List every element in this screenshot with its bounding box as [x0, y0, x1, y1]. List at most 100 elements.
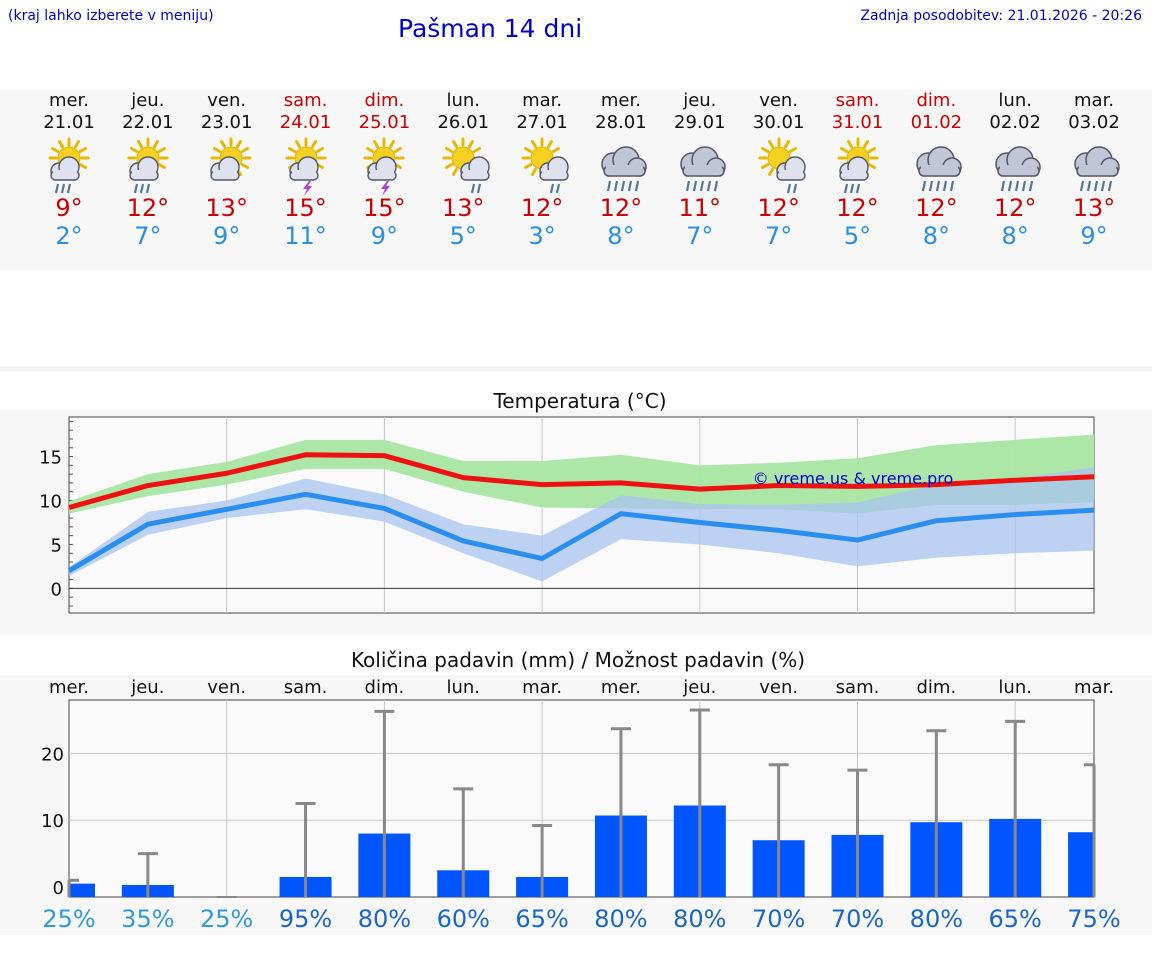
sun-cloud-storm-icon — [276, 136, 336, 196]
min-temp: 7° — [765, 222, 793, 250]
day-name: lun. — [998, 90, 1032, 111]
min-temp: 9° — [1080, 222, 1108, 250]
sun-cloud-rain-icon — [39, 136, 99, 196]
precip-chart-title: Količina padavin (mm) / Možnost padavin … — [351, 648, 805, 672]
day-name: mer. — [600, 90, 641, 111]
day-column: sam. 24.01 15° 11° — [266, 90, 346, 250]
temperature-y-tick-label: 10 — [39, 491, 62, 512]
day-name: ven. — [759, 90, 799, 111]
precip-probability-label: 70% — [752, 905, 805, 933]
day-name: mar. — [1074, 90, 1115, 111]
precip-day-label: ven. — [207, 677, 246, 698]
max-temp: 15° — [363, 194, 406, 222]
precip-day-label: mar. — [1074, 677, 1114, 698]
day-column: mar. 27.01 12° 3° — [502, 90, 582, 250]
day-date: 23.01 — [200, 112, 253, 133]
day-column: dim. 01.02 12° 8° — [896, 90, 976, 250]
day-column: lun. 26.01 13° 5° — [423, 90, 503, 250]
max-temp: 11° — [678, 194, 722, 222]
precip-probability-label: 25% — [200, 905, 253, 933]
precip-day-label: mer. — [601, 677, 641, 698]
min-temp: 7° — [134, 222, 162, 250]
temperature-y-tick-label: 15 — [39, 448, 62, 469]
max-temp: 15° — [284, 194, 327, 222]
sun-cloud-rain-icon — [828, 136, 888, 196]
precip-day-label: jeu. — [130, 677, 164, 698]
precip-probability-label: 75% — [1067, 905, 1120, 933]
day-name: sam. — [835, 90, 880, 111]
cloud-heavy-rain-icon — [1064, 136, 1124, 196]
day-column: mar. 03.02 13° 9° — [1054, 90, 1134, 250]
precip-probability-label: 60% — [437, 905, 490, 933]
last-update: Zadnja posodobitev: 21.01.2026 - 20:26 — [860, 8, 1142, 24]
location-hint: (kraj lahko izberete v meniju) — [8, 8, 214, 24]
day-name: jeu. — [683, 90, 717, 111]
min-temp: 8° — [922, 222, 950, 250]
precip-y-tick-label: 10 — [41, 811, 64, 832]
sun-cloud-icon — [197, 136, 257, 196]
min-temp-line — [67, 491, 1095, 573]
day-date: 31.01 — [831, 112, 884, 133]
sun-cloud-storm-icon — [354, 136, 414, 196]
day-date: 22.01 — [122, 112, 174, 133]
precip-day-label: dim. — [365, 677, 405, 698]
max-temp: 12° — [599, 194, 643, 222]
sun-cloud-rain-icon — [118, 136, 178, 196]
max-temp: 13° — [441, 194, 485, 222]
day-name: lun. — [446, 90, 481, 111]
precip-day-label: sam. — [836, 677, 880, 698]
min-temp: 2° — [55, 222, 83, 250]
precip-probability-label: 25% — [42, 905, 95, 933]
max-temp: 12° — [520, 194, 564, 222]
section-divider — [0, 366, 1152, 371]
cloud-heavy-rain-icon — [906, 136, 966, 196]
min-temp: 8° — [1001, 222, 1029, 250]
cloud-heavy-rain-icon — [985, 136, 1045, 196]
day-name: jeu. — [131, 90, 165, 111]
min-temp: 8° — [607, 222, 635, 250]
precip-day-label: sam. — [284, 677, 328, 698]
day-column: lun. 02.02 12° 8° — [975, 90, 1055, 250]
day-column: ven. 23.01 13° 9° — [187, 90, 267, 250]
precip-day-label: mar. — [522, 677, 562, 698]
day-name: sam. — [283, 90, 328, 111]
max-temp: 13° — [205, 194, 248, 222]
precip-day-label: jeu. — [682, 677, 716, 698]
precip-probability-label: 80% — [673, 905, 726, 933]
sun-cloud-light-rain-icon — [749, 136, 809, 196]
temperature-chart-title: Temperatura (°C) — [492, 389, 666, 413]
day-column: dim. 25.01 15° 9° — [344, 90, 424, 250]
day-date: 24.01 — [279, 112, 332, 133]
day-date: 21.01 — [43, 112, 95, 133]
min-temp: 5° — [449, 222, 477, 250]
precip-day-label: dim. — [917, 677, 957, 698]
precip-probability-label: 80% — [358, 905, 411, 933]
min-temp: 5° — [843, 222, 872, 250]
day-column: sam. 31.01 12° 5° — [818, 90, 898, 250]
max-temp: 9° — [55, 194, 83, 222]
day-name: ven. — [207, 90, 247, 111]
day-date: 28.01 — [595, 112, 647, 133]
precip-bar — [69, 883, 95, 897]
temperature-y-tick-label: 5 — [51, 535, 62, 556]
precip-probability-label: 65% — [989, 905, 1042, 933]
day-date: 25.01 — [358, 112, 411, 133]
day-name: dim. — [364, 90, 405, 111]
max-temp: 13° — [1072, 194, 1116, 222]
min-temp: 9° — [370, 222, 399, 250]
day-date: 29.01 — [674, 112, 726, 133]
temperature-y-tick-label: 0 — [51, 579, 62, 600]
day-column: mer. 21.01 9° 2° — [29, 90, 109, 250]
min-temp: 11° — [284, 222, 327, 250]
watermark-text: © vreme.us & vreme.pro — [753, 469, 954, 488]
precip-probability-label: 65% — [515, 905, 568, 933]
min-temp: 3° — [528, 222, 556, 250]
max-temp: 12° — [915, 194, 958, 222]
day-column: jeu. 29.01 11° 7° — [660, 90, 740, 250]
precip-day-label: lun. — [446, 677, 480, 698]
cloud-heavy-rain-icon — [670, 136, 730, 196]
precip-day-label: lun. — [998, 677, 1032, 698]
day-column: jeu. 22.01 12° 7° — [108, 90, 188, 250]
day-date: 30.01 — [752, 112, 805, 133]
day-date: 26.01 — [437, 112, 490, 133]
